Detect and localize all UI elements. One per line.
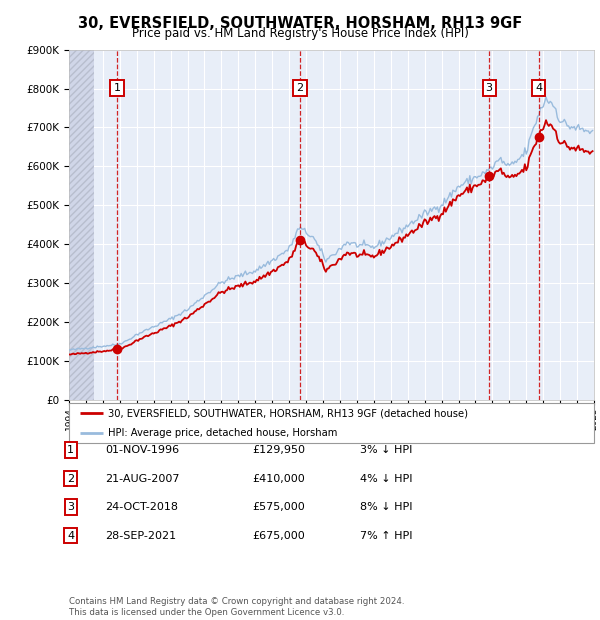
Text: 4: 4 <box>67 531 74 541</box>
Text: 2: 2 <box>67 474 74 484</box>
Text: 1: 1 <box>67 445 74 455</box>
Text: 1: 1 <box>113 83 121 93</box>
Text: 2: 2 <box>296 83 304 93</box>
Text: 3: 3 <box>485 83 493 93</box>
Text: 3% ↓ HPI: 3% ↓ HPI <box>360 445 412 455</box>
Text: £410,000: £410,000 <box>252 474 305 484</box>
Text: 28-SEP-2021: 28-SEP-2021 <box>105 531 176 541</box>
Text: £675,000: £675,000 <box>252 531 305 541</box>
Text: Contains HM Land Registry data © Crown copyright and database right 2024.
This d: Contains HM Land Registry data © Crown c… <box>69 598 404 617</box>
Text: £575,000: £575,000 <box>252 502 305 512</box>
Text: 4: 4 <box>535 83 542 93</box>
Text: 01-NOV-1996: 01-NOV-1996 <box>105 445 179 455</box>
Text: 24-OCT-2018: 24-OCT-2018 <box>105 502 178 512</box>
Text: HPI: Average price, detached house, Horsham: HPI: Average price, detached house, Hors… <box>109 428 338 438</box>
Text: 30, EVERSFIELD, SOUTHWATER, HORSHAM, RH13 9GF (detached house): 30, EVERSFIELD, SOUTHWATER, HORSHAM, RH1… <box>109 408 469 418</box>
Text: 7% ↑ HPI: 7% ↑ HPI <box>360 531 413 541</box>
FancyBboxPatch shape <box>69 403 594 443</box>
Text: £129,950: £129,950 <box>252 445 305 455</box>
Text: Price paid vs. HM Land Registry's House Price Index (HPI): Price paid vs. HM Land Registry's House … <box>131 27 469 40</box>
Bar <box>69 50 94 400</box>
Text: 3: 3 <box>67 502 74 512</box>
Text: 21-AUG-2007: 21-AUG-2007 <box>105 474 179 484</box>
Text: 30, EVERSFIELD, SOUTHWATER, HORSHAM, RH13 9GF: 30, EVERSFIELD, SOUTHWATER, HORSHAM, RH1… <box>78 16 522 30</box>
Text: 4% ↓ HPI: 4% ↓ HPI <box>360 474 413 484</box>
Text: 8% ↓ HPI: 8% ↓ HPI <box>360 502 413 512</box>
